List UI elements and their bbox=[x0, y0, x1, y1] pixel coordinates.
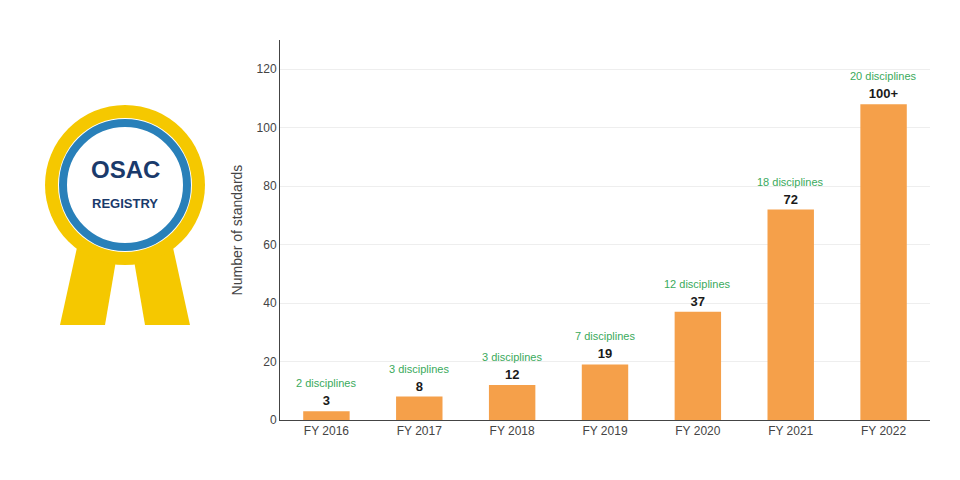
svg-text:72: 72 bbox=[783, 192, 797, 207]
svg-text:Number of standards: Number of standards bbox=[229, 165, 245, 296]
svg-text:OSAC: OSAC bbox=[91, 156, 160, 183]
svg-text:FY 2020: FY 2020 bbox=[675, 424, 720, 438]
svg-text:40: 40 bbox=[263, 296, 277, 310]
svg-text:80: 80 bbox=[263, 179, 277, 193]
svg-text:19: 19 bbox=[598, 346, 612, 361]
svg-text:12 disciplines: 12 disciplines bbox=[664, 278, 731, 290]
svg-text:FY 2019: FY 2019 bbox=[582, 424, 627, 438]
svg-text:3: 3 bbox=[323, 393, 330, 408]
svg-text:100: 100 bbox=[257, 121, 277, 135]
svg-text:20 disciplines: 20 disciplines bbox=[850, 70, 917, 82]
svg-text:3 disciplines: 3 disciplines bbox=[482, 351, 542, 363]
svg-text:12: 12 bbox=[505, 367, 519, 382]
svg-text:FY 2017: FY 2017 bbox=[397, 424, 442, 438]
svg-text:60: 60 bbox=[263, 238, 277, 252]
svg-text:FY 2018: FY 2018 bbox=[490, 424, 535, 438]
svg-text:7 disciplines: 7 disciplines bbox=[575, 330, 635, 342]
svg-text:FY 2022: FY 2022 bbox=[861, 424, 906, 438]
svg-text:8: 8 bbox=[416, 379, 423, 394]
svg-text:FY 2021: FY 2021 bbox=[768, 424, 813, 438]
svg-text:3 disciplines: 3 disciplines bbox=[389, 363, 449, 375]
svg-text:18 disciplines: 18 disciplines bbox=[757, 176, 824, 188]
svg-text:120: 120 bbox=[257, 62, 277, 76]
svg-text:0: 0 bbox=[270, 413, 277, 427]
svg-text:2 disciplines: 2 disciplines bbox=[296, 377, 356, 389]
svg-text:100+: 100+ bbox=[869, 86, 899, 101]
svg-text:20: 20 bbox=[263, 355, 277, 369]
svg-text:37: 37 bbox=[691, 294, 705, 309]
svg-text:REGISTRY: REGISTRY bbox=[92, 196, 158, 211]
svg-text:FY 2016: FY 2016 bbox=[304, 424, 349, 438]
